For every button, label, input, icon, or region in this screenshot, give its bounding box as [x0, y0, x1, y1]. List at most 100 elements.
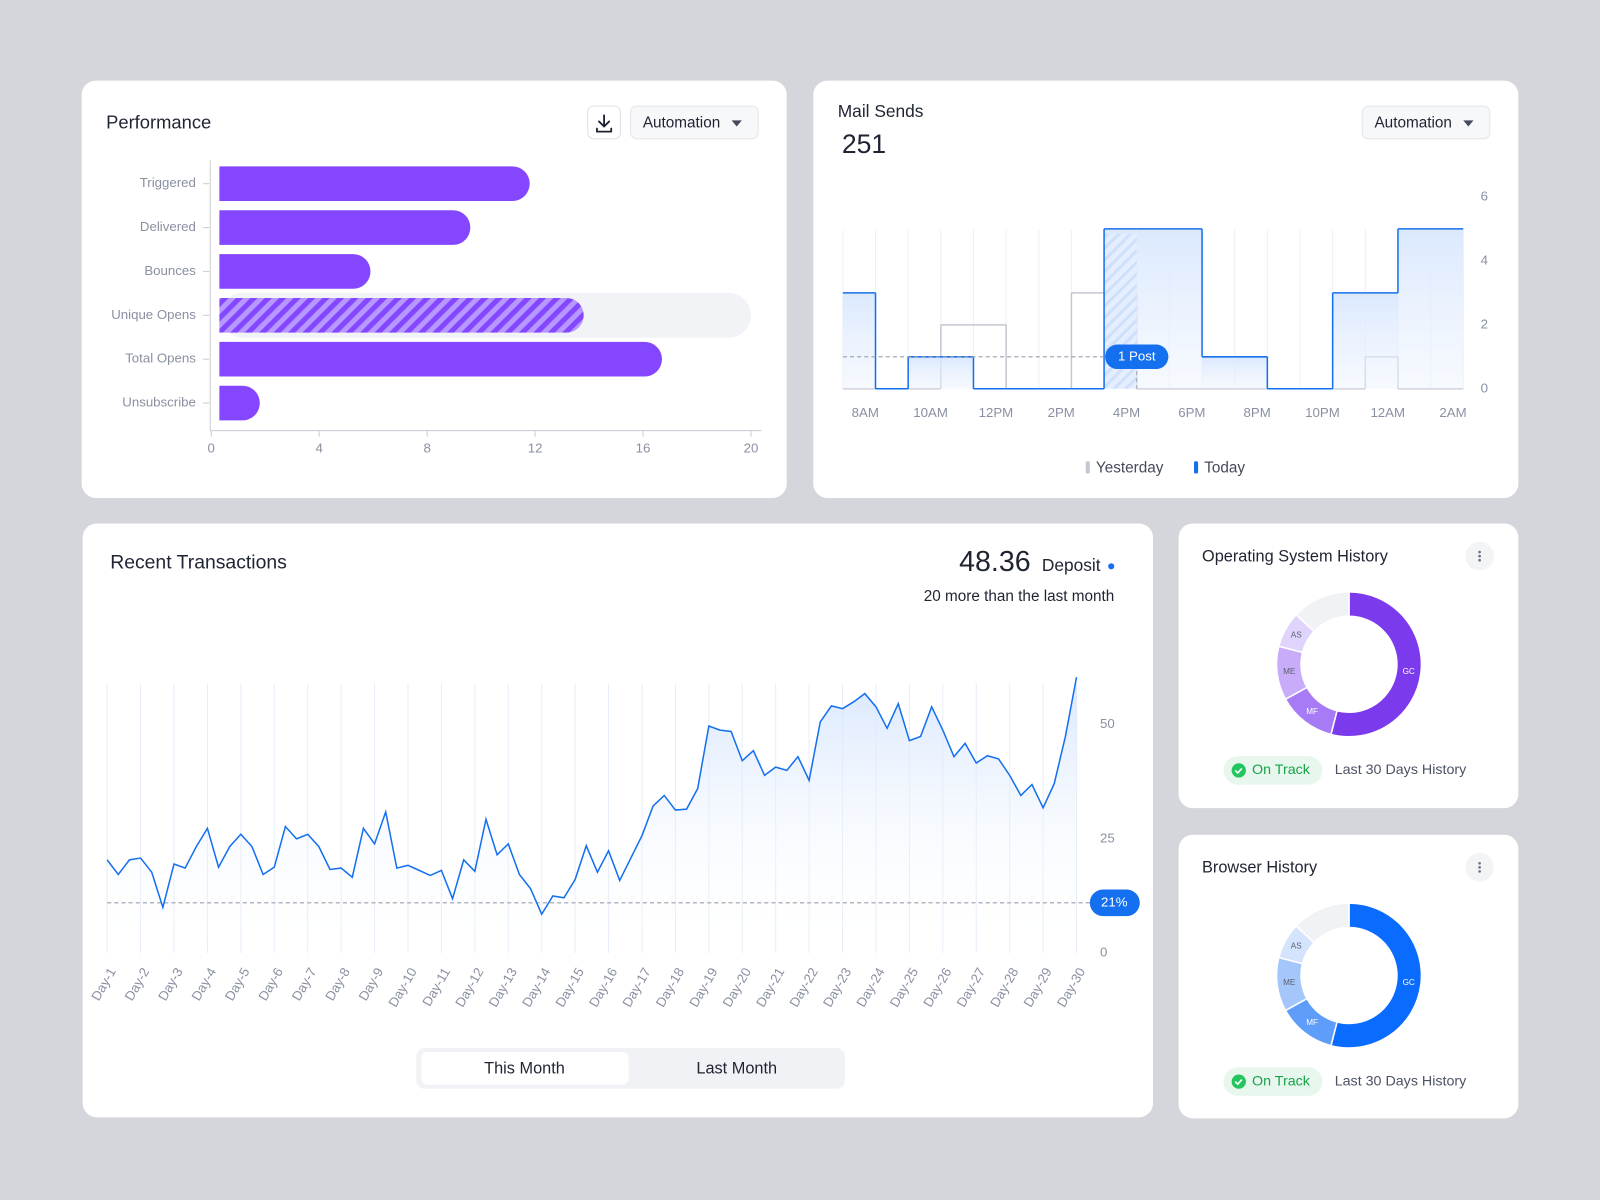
total-value: 251 [842, 129, 886, 159]
status-label: On Track [1252, 1073, 1311, 1089]
subtitle: 20 more than the last month [924, 588, 1114, 605]
reference-pill [1089, 889, 1140, 917]
menu-button[interactable] [1465, 853, 1494, 882]
y-tick-label: Total Opens [125, 351, 196, 366]
segment-label: GC [1403, 978, 1415, 987]
y-tick-label: Delivered [140, 219, 196, 234]
y-tick-label: Unsubscribe [122, 395, 196, 410]
step-area [1169, 228, 1203, 389]
x-tick-label: 10PM [1305, 405, 1340, 420]
y-tick-label: 0 [1100, 945, 1107, 960]
step-area [1332, 292, 1366, 389]
tab-label: This Month [484, 1060, 565, 1078]
tab[interactable]: This Month [421, 1052, 629, 1085]
download-button[interactable] [587, 105, 621, 140]
status-icon [1231, 763, 1246, 778]
dropdown-label: Automation [643, 115, 720, 132]
tooltip [1105, 344, 1169, 370]
y-tick-label: 50 [1100, 716, 1115, 731]
status-icon [1231, 1074, 1246, 1089]
menu-dot [1478, 550, 1481, 554]
x-tick-label: 6PM [1178, 405, 1205, 420]
panel-title: Browser History [1202, 859, 1318, 877]
caption: Last 30 Days History [1335, 1073, 1467, 1089]
status-badge [1223, 1067, 1323, 1096]
x-tick-label: 2PM [1048, 405, 1075, 420]
card [1178, 523, 1519, 809]
x-tick-label: 10AM [913, 405, 948, 420]
dropdown-label: Automation [1374, 115, 1451, 132]
segment-label: MF [1306, 707, 1318, 716]
tab-label: Last Month [696, 1060, 777, 1078]
card [1178, 834, 1519, 1119]
step-area [1397, 228, 1431, 389]
segment-label: ME [1283, 667, 1296, 676]
panel-title: Operating System History [1202, 547, 1389, 565]
x-tick-label: 12PM [979, 405, 1014, 420]
panel-title: Performance [106, 111, 211, 132]
step-area [1365, 292, 1398, 389]
menu-dot [1478, 554, 1481, 558]
step-area [908, 356, 941, 389]
x-tick-label: 4PM [1113, 405, 1140, 420]
card [82, 523, 1154, 1118]
menu-button[interactable] [1465, 541, 1494, 571]
legend-swatch [1085, 461, 1090, 474]
menu-dot [1478, 870, 1481, 873]
panel-title: Mail Sends [838, 101, 924, 121]
x-tick-label: 8 [423, 440, 430, 455]
menu-dot [1478, 866, 1481, 869]
step-area [842, 292, 876, 389]
x-tick-label: 12 [528, 440, 543, 455]
headline-value: 48.36 [959, 546, 1030, 578]
caption: Last 30 Days History [1335, 762, 1467, 778]
segment-label: AS [1291, 630, 1302, 639]
x-tick-label: 12AM [1370, 405, 1405, 420]
donut-segment [1295, 902, 1350, 944]
menu-dot [1478, 558, 1481, 562]
y-tick-label: Unique Opens [111, 307, 196, 322]
y-tick-label: 4 [1481, 252, 1488, 267]
line [106, 676, 1078, 916]
y-tick-label: Bounces [144, 263, 196, 278]
x-tick-label: 2AM [1439, 405, 1466, 420]
y-tick-label: 25 [1100, 830, 1115, 845]
dropdown[interactable]: Automation [630, 105, 759, 140]
step-area [1202, 356, 1235, 389]
donut-segment [1330, 591, 1423, 738]
x-tick-label: 4 [315, 440, 322, 455]
legend-label: Yesterday [1096, 459, 1164, 476]
bar [219, 254, 371, 289]
bar [219, 210, 471, 245]
panel-title: Recent Transactions [110, 551, 287, 573]
x-tick-label: 0 [208, 440, 215, 455]
y-tick-label: 6 [1481, 188, 1488, 203]
status-dot [1108, 563, 1115, 570]
area-fill [107, 677, 1077, 954]
status-badge [1223, 756, 1323, 785]
donut-segment [1330, 902, 1423, 1049]
x-tick-label: 8AM [852, 405, 879, 420]
donut-segment [1295, 591, 1350, 633]
bar [219, 166, 530, 202]
x-tick-label: 16 [636, 440, 651, 455]
status-check [1234, 1079, 1243, 1086]
menu-dot [1478, 861, 1481, 865]
step-area [940, 356, 974, 389]
status-label: On Track [1252, 762, 1311, 778]
step-area [1234, 356, 1268, 389]
y-tick-label: 0 [1481, 380, 1488, 395]
y-tick-label: Triggered [140, 175, 196, 190]
y-tick-label: 2 [1481, 316, 1488, 331]
segment-label: MF [1306, 1018, 1318, 1027]
dropdown[interactable]: Automation [1361, 105, 1491, 140]
tab[interactable]: Last Month [696, 1060, 777, 1078]
segment-label: GC [1403, 667, 1415, 676]
bar [219, 297, 584, 333]
legend-label: Today [1204, 459, 1245, 476]
bar [219, 341, 662, 377]
tooltip-label: 1 Post [1118, 348, 1156, 363]
headline-label: Deposit [1042, 555, 1101, 575]
segment-label: ME [1283, 978, 1296, 987]
